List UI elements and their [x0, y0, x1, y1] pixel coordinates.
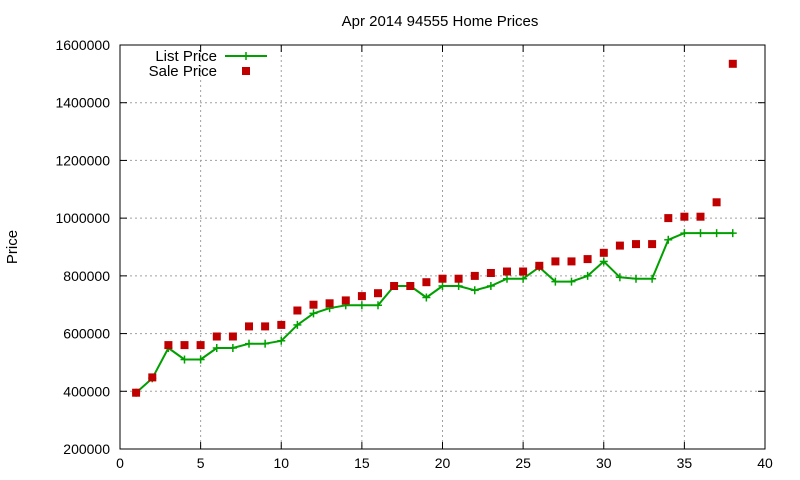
sale-price-point	[486, 269, 495, 277]
x-tick-label: 25	[515, 455, 531, 471]
x-tick-label: 35	[677, 455, 693, 471]
sale-price-point	[503, 267, 511, 276]
grid-lines	[120, 45, 765, 449]
y-tick-label: 400000	[63, 383, 110, 399]
sale-price-point	[245, 322, 253, 331]
series-layer	[132, 59, 737, 397]
sale-price-point	[196, 341, 205, 350]
axis-ticks: 0 5 10 15 20 25 30 35 40 200000 400000 600000 800000…	[55, 37, 773, 471]
sale-price-point	[664, 214, 673, 223]
y-tick-label: 800000	[63, 268, 110, 284]
x-tick-label: 0	[116, 455, 124, 471]
sale-price-point	[422, 278, 431, 287]
list-price-point	[180, 355, 189, 364]
legend-label-sale-price: Sale Price	[149, 63, 217, 80]
y-tick-label: 1600000	[55, 37, 110, 53]
sale-price-point	[277, 320, 286, 329]
sale-price-point	[132, 388, 141, 397]
list-price-point	[615, 273, 624, 282]
y-tick-label: 1200000	[55, 152, 110, 168]
list-price-point	[503, 274, 511, 283]
sale-price-point	[551, 257, 560, 266]
sale-price-point	[212, 332, 221, 341]
legend-marker-sale-price	[242, 67, 250, 75]
sale-price-point	[680, 212, 689, 221]
sale-price-point	[148, 373, 157, 382]
y-axis-label: Price	[4, 230, 21, 264]
chart-title: Apr 2014 94555 Home Prices	[342, 13, 539, 30]
sale-price-point	[454, 274, 463, 283]
sale-price-point	[341, 296, 350, 305]
list-price-point	[696, 229, 705, 238]
list-price-point	[583, 271, 592, 280]
sale-price-point	[648, 240, 657, 249]
series-line-list-price	[135, 232, 733, 394]
list-price-point	[599, 257, 608, 266]
sale-price-point	[374, 289, 382, 298]
legend: List Price Sale Price	[149, 48, 267, 80]
sale-price-point	[615, 241, 624, 250]
sale-price-point	[325, 299, 334, 308]
sale-price-point	[164, 341, 173, 350]
list-price-point	[648, 274, 657, 283]
sale-price-point	[535, 261, 544, 270]
sale-price-point	[632, 240, 640, 249]
legend-marker-list-price	[242, 52, 250, 60]
sale-price-point	[357, 292, 366, 301]
sale-price-point	[583, 255, 592, 264]
x-tick-label: 5	[197, 455, 205, 471]
list-price-point	[228, 344, 237, 352]
y-tick-label: 1000000	[55, 210, 110, 226]
sale-price-point	[390, 282, 399, 290]
list-price-point	[245, 339, 253, 348]
sale-price-point	[728, 59, 737, 68]
x-tick-label: 15	[354, 455, 370, 471]
sale-price-point	[406, 282, 415, 290]
list-price-point	[357, 301, 366, 310]
sale-price-point	[309, 300, 318, 309]
y-tick-label: 600000	[63, 326, 110, 342]
sale-price-point	[438, 274, 447, 283]
sale-price-point	[696, 212, 705, 221]
legend-label-list-price: List Price	[155, 48, 217, 65]
sale-price-point	[567, 257, 576, 266]
sale-price-point	[228, 332, 237, 341]
list-price-point	[261, 339, 270, 348]
list-price-point	[486, 281, 495, 290]
list-price-point	[422, 293, 431, 302]
list-price-point	[293, 320, 302, 329]
list-price-point	[309, 309, 318, 318]
list-price-point	[374, 301, 382, 310]
list-price-point	[664, 235, 673, 244]
y-tick-label: 1400000	[55, 95, 110, 111]
list-price-point	[519, 274, 528, 283]
list-price-point	[728, 229, 737, 238]
sale-price-point	[180, 341, 189, 350]
sale-price-point	[261, 322, 270, 331]
sale-price-point	[712, 198, 721, 207]
list-price-point	[551, 277, 560, 286]
list-price-point	[277, 336, 286, 345]
x-tick-label: 20	[435, 455, 451, 471]
sale-price-point	[470, 271, 479, 280]
list-price-point	[470, 286, 479, 295]
list-price-point	[632, 274, 640, 283]
list-price-point	[196, 355, 205, 364]
list-price-point	[712, 229, 721, 238]
sale-price-point	[519, 267, 528, 276]
x-tick-label: 30	[596, 455, 612, 471]
list-price-point	[680, 229, 689, 238]
list-price-point	[212, 344, 221, 352]
x-tick-label: 10	[273, 455, 289, 471]
list-price-point	[454, 281, 463, 290]
sale-price-point	[293, 306, 302, 315]
sale-price-point	[599, 248, 608, 257]
y-tick-label: 200000	[63, 441, 110, 457]
x-tick-label: 40	[757, 455, 773, 471]
list-price-point	[438, 281, 447, 290]
list-price-point	[567, 277, 576, 286]
